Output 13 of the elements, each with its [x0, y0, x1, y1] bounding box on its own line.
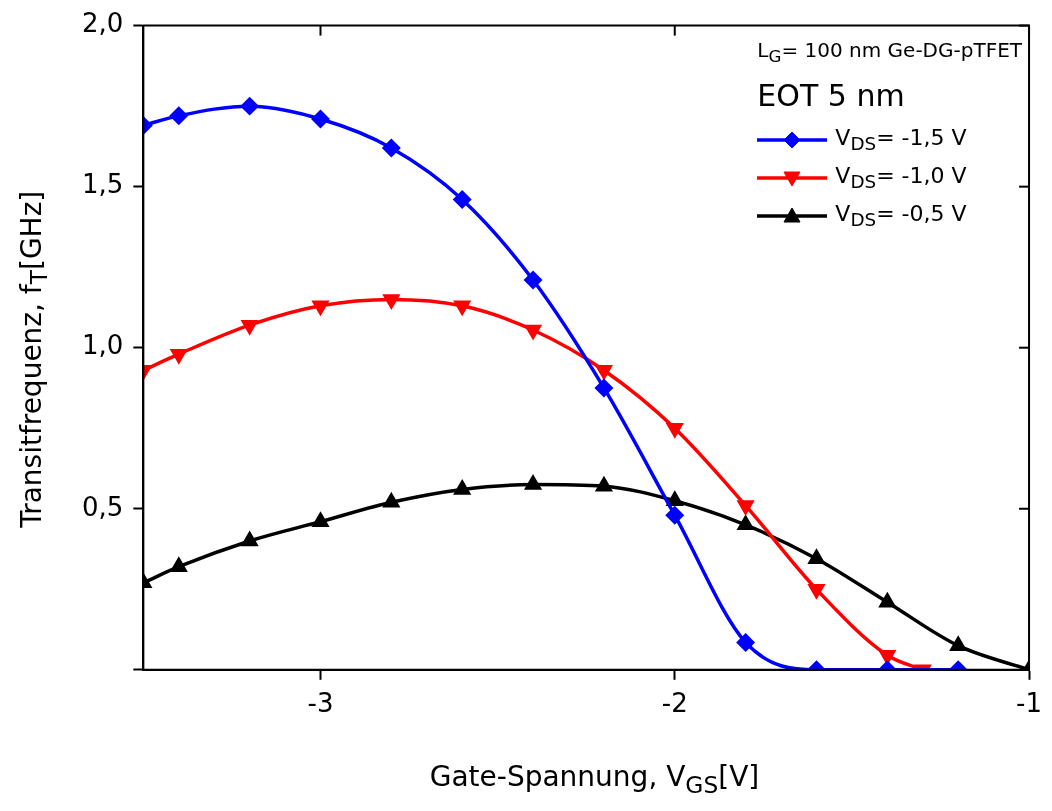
y-tick-label: 1,0 — [81, 330, 124, 361]
x-tick-label: -2 — [661, 688, 688, 719]
legend-label: V$_{DS}$= -1,5 V — [835, 125, 967, 155]
y-tick-label: 0,5 — [81, 491, 124, 522]
legend-label: V$_{DS}$= -0,5 V — [835, 201, 967, 231]
x-axis-title: Gate-Spannung, V$_{GS}$[V] — [428, 760, 761, 799]
x-tick-label: -3 — [307, 688, 334, 719]
x-tick-label: -1 — [1016, 688, 1043, 719]
y-tick-label: 2,0 — [81, 8, 124, 39]
y-tick-label: 1,5 — [81, 169, 124, 200]
annotation: L$_{G}$= 100 nm Ge-DG-pTFET — [757, 38, 1022, 66]
legend-title: EOT 5 nm — [757, 78, 906, 113]
legend-label: V$_{DS}$= -1,0 V — [835, 163, 967, 193]
